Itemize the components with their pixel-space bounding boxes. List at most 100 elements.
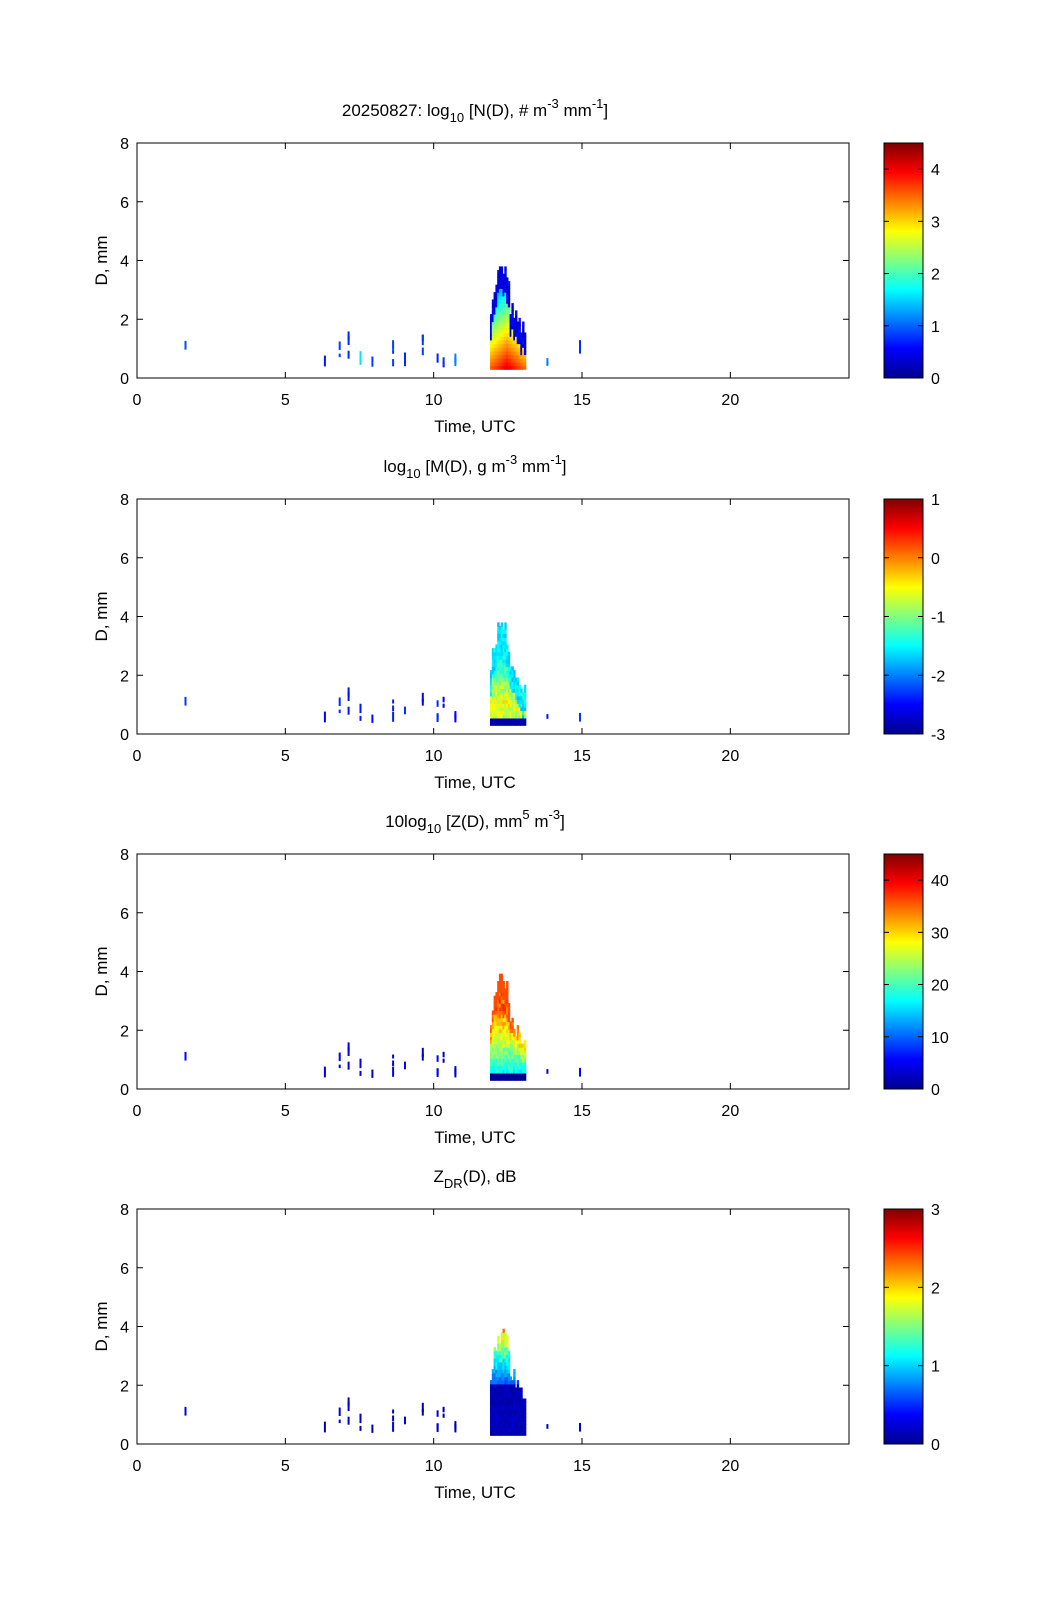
y-tick-label: 4	[120, 610, 129, 627]
data-cell	[497, 336, 500, 341]
data-cell	[504, 1350, 507, 1355]
data-cell	[500, 1028, 504, 1034]
data-cell	[507, 1003, 511, 1008]
data-cell	[515, 703, 518, 708]
data-cell	[493, 1006, 496, 1012]
data-cell	[497, 1361, 500, 1367]
data-cell	[520, 1398, 523, 1403]
data-cell	[491, 688, 495, 693]
data-cell	[504, 310, 507, 315]
data-cell	[404, 359, 406, 367]
data-cell	[502, 281, 505, 286]
data-cell	[504, 350, 507, 356]
data-cell	[520, 1072, 523, 1078]
data-cell	[509, 1427, 512, 1433]
data-cell	[520, 358, 523, 363]
data-cell	[509, 317, 512, 323]
data-cell	[518, 358, 521, 363]
data-cell	[507, 1431, 511, 1436]
x-tick-label: 0	[133, 748, 142, 765]
data-cell	[500, 1343, 504, 1348]
data-cell	[507, 1065, 511, 1070]
data-cell	[509, 1069, 512, 1074]
data-cell	[504, 699, 507, 704]
data-cell	[504, 1402, 507, 1407]
data-cell	[491, 721, 495, 726]
data-cell	[497, 284, 500, 289]
data-cell	[513, 721, 516, 726]
data-cell	[504, 292, 507, 297]
data-cell	[502, 306, 505, 312]
data-cell	[498, 1354, 502, 1359]
data-cell	[490, 1028, 493, 1034]
data-cell	[513, 354, 516, 359]
data-cell	[500, 1017, 504, 1023]
data-cell	[490, 317, 493, 323]
y-axis-label: D, mm	[92, 235, 111, 285]
data-cell	[518, 1050, 521, 1056]
data-cell	[507, 288, 511, 293]
data-cell	[495, 1405, 498, 1411]
data-cell	[506, 659, 509, 664]
data-cell	[500, 622, 504, 627]
data-cell	[515, 1054, 518, 1059]
data-cell	[506, 347, 509, 352]
data-cell	[436, 1068, 439, 1077]
data-cell	[392, 340, 395, 350]
data-cell	[504, 1065, 507, 1070]
data-cell	[506, 699, 509, 704]
data-cell	[500, 629, 504, 634]
data-cell	[522, 1054, 525, 1059]
data-cell	[498, 640, 502, 645]
data-cell	[495, 1387, 498, 1392]
data-cell	[495, 684, 498, 690]
title-part: [Z(D), mm	[441, 812, 522, 831]
data-cell	[442, 1413, 445, 1418]
data-cell	[502, 629, 505, 634]
data-cell	[502, 1343, 505, 1348]
data-cell	[495, 321, 498, 326]
data-cell	[502, 288, 505, 293]
data-cell	[511, 1420, 514, 1425]
data-cell	[497, 1036, 500, 1041]
y-tick-label: 8	[120, 492, 129, 509]
data-cell	[509, 354, 512, 359]
data-cell	[502, 1383, 505, 1389]
data-cell	[520, 1431, 523, 1436]
data-cell	[509, 1380, 512, 1385]
data-cell	[515, 343, 518, 348]
data-cell	[504, 1424, 507, 1429]
data-cell	[515, 317, 518, 323]
data-cell	[436, 1410, 439, 1417]
data-cell	[495, 1350, 498, 1355]
colorbar-tick-label: -3	[931, 727, 945, 744]
data-cell	[502, 984, 505, 989]
data-cell	[421, 1402, 424, 1412]
data-cell	[516, 354, 520, 359]
data-cell	[500, 1424, 504, 1429]
data-cell	[506, 292, 509, 297]
data-cell	[513, 365, 516, 370]
data-cell	[491, 343, 495, 348]
data-cell	[504, 1343, 507, 1348]
data-cell	[516, 1036, 520, 1041]
data-cell	[507, 1405, 511, 1411]
data-cell	[504, 681, 507, 686]
data-cell	[490, 1058, 493, 1063]
data-cell	[511, 1050, 514, 1056]
data-cell	[506, 1003, 509, 1008]
data-cell	[513, 336, 516, 341]
data-cell	[515, 1058, 518, 1063]
data-cell	[511, 332, 514, 337]
data-cell	[518, 1387, 521, 1392]
data-cell	[392, 1409, 395, 1414]
data-cell	[502, 999, 505, 1004]
data-cell	[500, 1391, 504, 1396]
data-cell	[491, 1409, 495, 1414]
colorbar-tick-label: 2	[931, 1280, 940, 1297]
data-cell	[507, 317, 511, 323]
title-part: -1	[592, 96, 604, 111]
data-cell	[500, 644, 504, 649]
title-part: 5	[522, 807, 529, 822]
data-cell	[491, 1025, 495, 1030]
